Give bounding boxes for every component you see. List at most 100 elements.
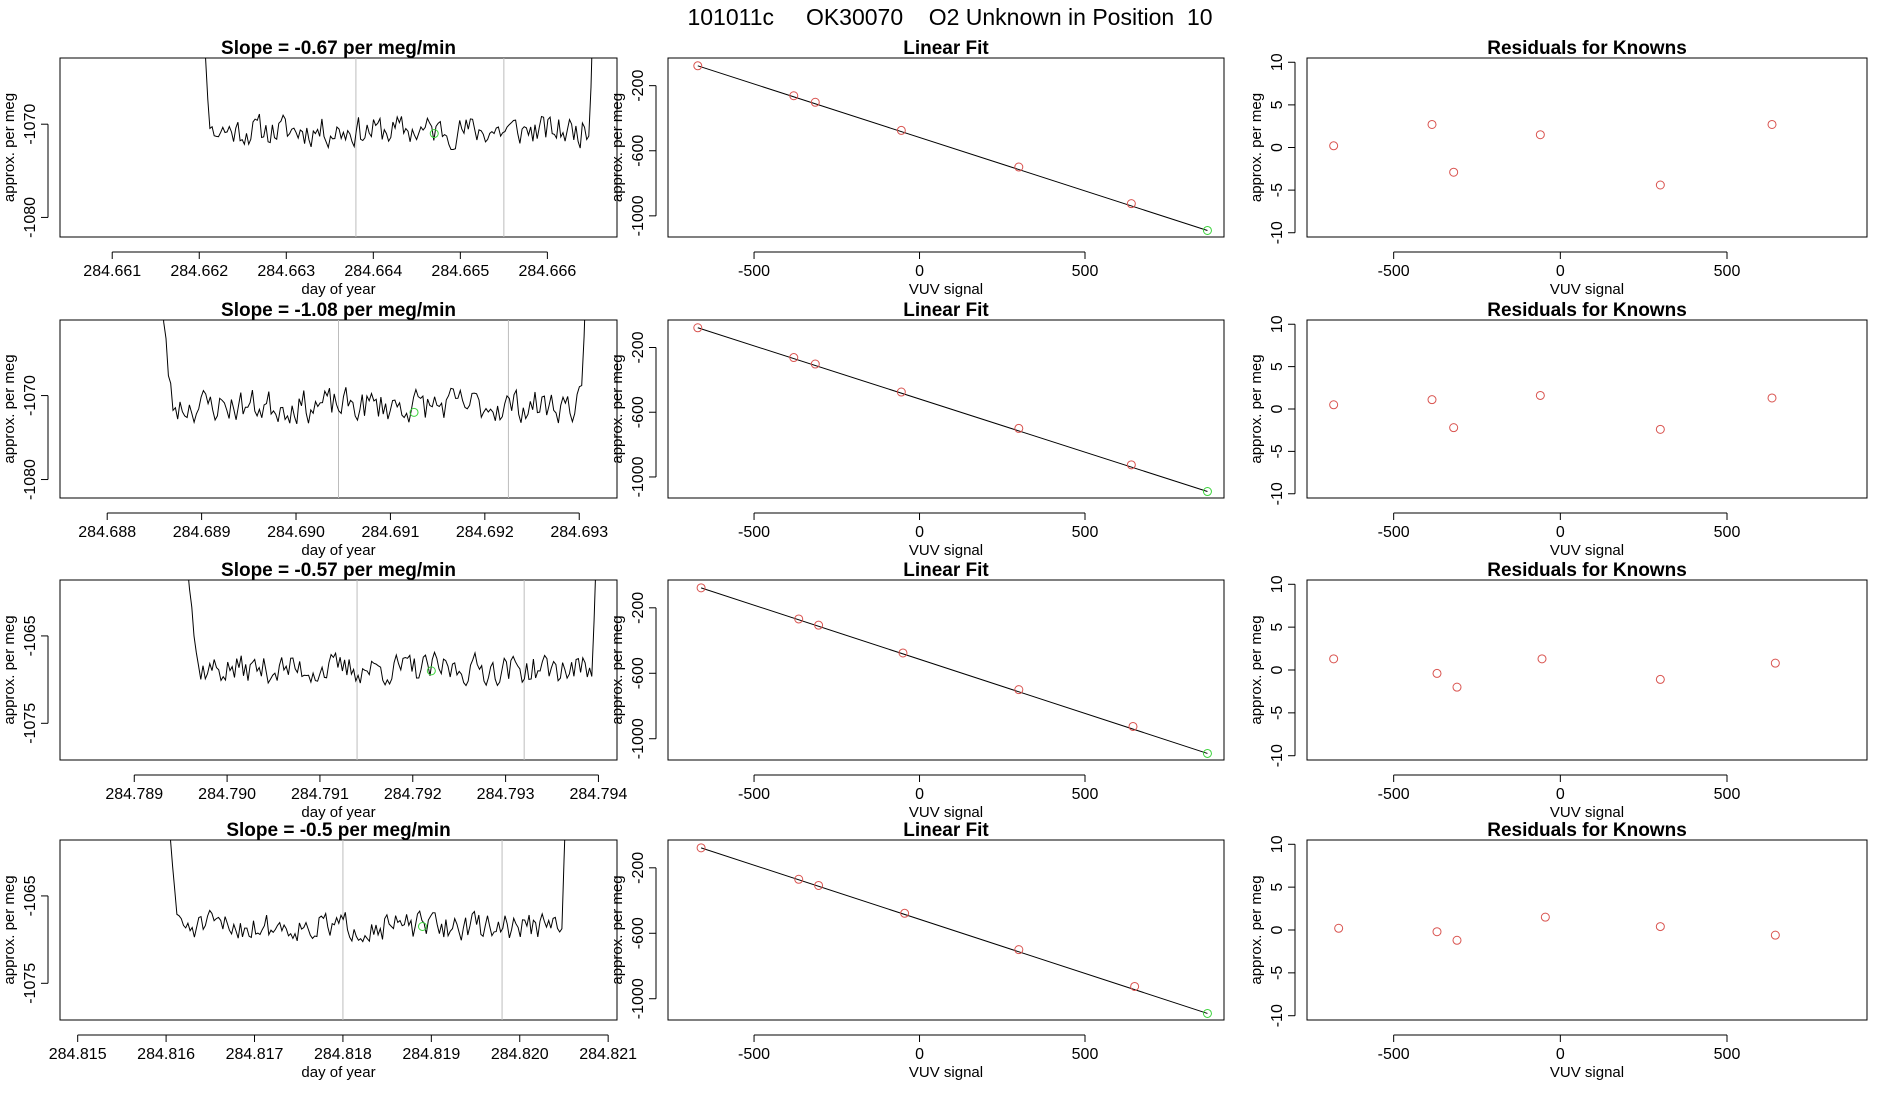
panel-title: Linear Fit: [903, 38, 989, 59]
x-tick-label: 284.819: [402, 1046, 460, 1063]
panel-title: Slope = -0.57 per meg/min: [221, 560, 456, 581]
x-tick-label: 284.693: [550, 524, 608, 541]
unknown-point: [1202, 1008, 1212, 1018]
x-tick-label: 284.664: [344, 263, 402, 280]
unknown-point: [409, 407, 419, 417]
known-point: [896, 125, 906, 135]
y-tick-label: -1080: [22, 459, 39, 500]
plot-frame: [1306, 57, 1868, 238]
plot-frame: [667, 839, 1225, 1021]
y-tick-label: -200: [630, 70, 647, 102]
y-tick-label: -1065: [22, 875, 39, 916]
y-tick-label: 10: [1269, 53, 1286, 71]
x-axis-label: day of year: [301, 1064, 375, 1081]
unknown-point: [417, 922, 427, 932]
panel-title: Linear Fit: [903, 820, 989, 841]
y-tick-label: 0: [1269, 404, 1286, 413]
panel-residuals-row-2: Residuals for Knowns -500 0 500 VUV signal -1…: [1248, 300, 1868, 559]
x-axis-label: VUV signal: [1550, 1064, 1624, 1081]
unknown-point: [426, 666, 436, 676]
panel-title: Linear Fit: [903, 560, 989, 581]
residual-point: [1452, 682, 1462, 692]
plot-frame: [1306, 319, 1868, 499]
plot-area: [170, 840, 566, 1020]
y-tick-label: 5: [1269, 100, 1286, 109]
y-tick-label: -5: [1269, 444, 1286, 458]
y-tick-label: -200: [630, 331, 647, 363]
plot-area: [204, 58, 593, 237]
y-tick-label: -5: [1269, 966, 1286, 980]
panel-residuals-row-1: Residuals for Knowns -500 0 500 VUV signal -1…: [1248, 38, 1868, 298]
y-tick-label: 5: [1269, 623, 1286, 632]
x-tick-label: 284.688: [78, 524, 136, 541]
x-tick-label: 284.793: [477, 786, 535, 803]
panel-linear-fit-row-2: Linear Fit -500 0 500 VUV signal -1000 -600 -20…: [609, 300, 1225, 559]
plot-area: [163, 320, 586, 498]
y-axis-label: approx. per meg: [1, 93, 18, 202]
y-axis-label: approx. per meg: [1248, 354, 1265, 463]
residual-point: [1767, 119, 1777, 129]
y-axis-label: approx. per meg: [1248, 615, 1265, 724]
series-line: [163, 320, 586, 425]
y-axis-label: approx. per meg: [609, 93, 626, 202]
x-tick-label: 500: [1714, 1046, 1741, 1063]
known-point: [898, 648, 908, 658]
known-point: [693, 323, 703, 333]
panel-title: Residuals for Knowns: [1487, 820, 1687, 841]
y-tick-label: -1075: [22, 703, 39, 744]
y-tick-label: -1000: [630, 978, 647, 1019]
panel-title: Residuals for Knowns: [1487, 38, 1687, 59]
y-tick-label: -600: [630, 135, 647, 167]
residual-point: [1535, 390, 1545, 400]
x-tick-label: 284.792: [384, 786, 442, 803]
known-point: [1014, 685, 1024, 695]
known-point: [789, 91, 799, 101]
y-tick-label: -200: [630, 592, 647, 624]
y-tick-label: -600: [630, 657, 647, 689]
x-tick-label: 0: [1556, 263, 1565, 280]
plot-area: [696, 843, 1212, 1018]
y-tick-label: -5: [1269, 183, 1286, 197]
x-tick-label: 500: [1072, 524, 1099, 541]
series-line: [170, 840, 566, 943]
residual-point: [1655, 424, 1665, 434]
x-axis-label: VUV signal: [909, 542, 983, 559]
known-point: [810, 97, 820, 107]
panel-residuals-row-4: Residuals for Knowns -500 0 500 VUV signal -1…: [1248, 820, 1868, 1081]
known-point: [1128, 721, 1138, 731]
plot-frame: [59, 579, 618, 761]
x-tick-label: 284.821: [579, 1046, 637, 1063]
x-tick-label: 284.689: [173, 524, 231, 541]
plot-area: [1329, 119, 1777, 190]
fit-line: [700, 847, 1208, 1014]
x-tick-label: -500: [738, 786, 770, 803]
fit-line: [697, 327, 1208, 493]
x-tick-label: -500: [1378, 524, 1410, 541]
x-tick-label: 500: [1072, 1046, 1099, 1063]
known-point: [794, 614, 804, 624]
unknown-point: [1202, 487, 1212, 497]
x-tick-label: 500: [1714, 524, 1741, 541]
y-tick-label: -1000: [630, 456, 647, 497]
x-tick-label: 0: [915, 786, 924, 803]
series-line: [188, 580, 596, 687]
x-tick-label: -500: [738, 1046, 770, 1063]
x-axis-label: day of year: [301, 281, 375, 298]
plot-frame: [667, 579, 1225, 761]
known-point: [814, 880, 824, 890]
x-tick-label: 284.661: [83, 263, 141, 280]
x-tick-label: 500: [1714, 263, 1741, 280]
residual-point: [1655, 674, 1665, 684]
residual-point: [1449, 167, 1459, 177]
y-axis-label: approx. per meg: [609, 615, 626, 724]
x-axis-label: VUV signal: [909, 804, 983, 821]
residual-point: [1540, 912, 1550, 922]
x-tick-label: 284.690: [267, 524, 325, 541]
x-tick-label: 500: [1072, 786, 1099, 803]
known-point: [794, 874, 804, 884]
panel-title: Slope = -0.67 per meg/min: [221, 38, 456, 59]
unknown-point: [1202, 225, 1212, 235]
x-tick-label: 0: [915, 1046, 924, 1063]
panel-title: Linear Fit: [903, 300, 989, 321]
